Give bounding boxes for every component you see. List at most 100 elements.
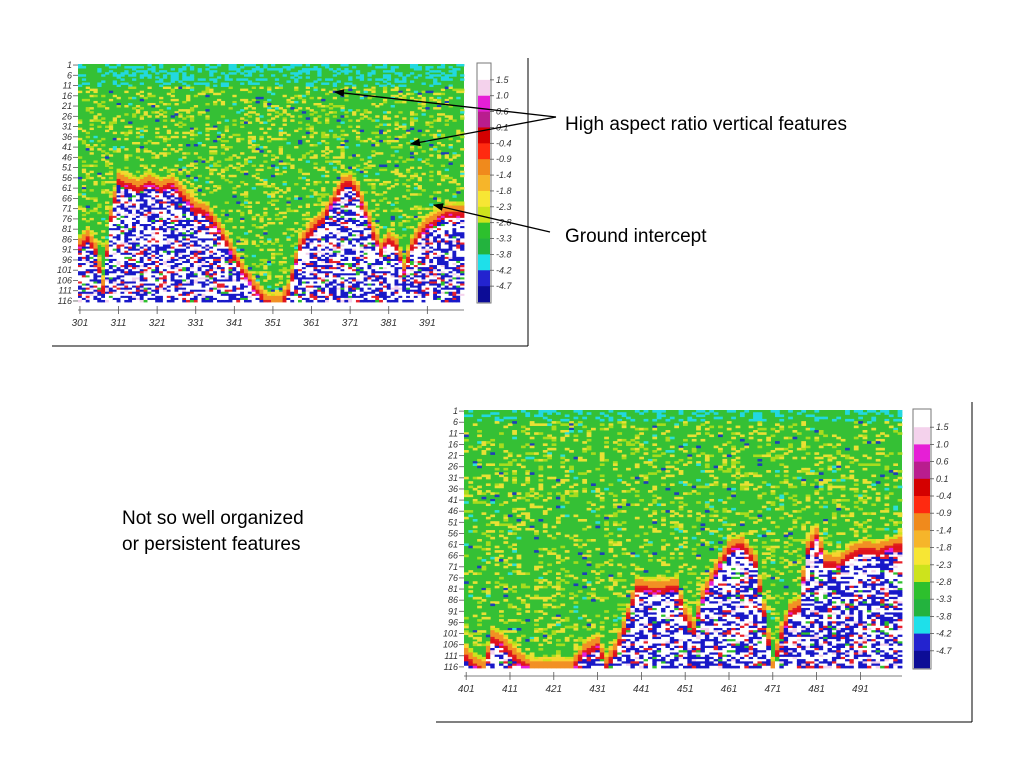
heatmap-cell xyxy=(332,293,338,297)
heatmap-cell xyxy=(205,248,210,252)
heatmap-cell xyxy=(240,265,245,268)
heatmap-cell xyxy=(193,275,199,278)
heatmap-cell xyxy=(317,217,322,221)
heatmap-cell xyxy=(355,164,361,167)
heatmap-cell xyxy=(135,109,141,112)
heatmap-cell xyxy=(159,96,164,100)
heatmap-cell xyxy=(186,174,191,178)
heatmap-cell xyxy=(162,82,168,85)
heatmap-cell xyxy=(259,164,264,167)
heatmap-cell xyxy=(174,185,179,188)
heatmap-cell xyxy=(305,238,310,241)
heatmap-cell xyxy=(189,109,195,112)
heatmap-cell xyxy=(213,139,218,143)
heatmap-cell xyxy=(89,279,94,282)
heatmap-cell xyxy=(301,263,307,266)
heatmap-cell xyxy=(178,242,183,245)
heatmap-cell xyxy=(313,297,318,301)
heatmap-cell xyxy=(112,189,117,192)
heatmap-cell xyxy=(216,98,222,102)
heatmap-cell xyxy=(162,246,168,250)
heatmap-cell xyxy=(78,240,83,243)
heatmap-cell xyxy=(352,201,357,204)
heatmap-cell xyxy=(182,226,187,229)
heatmap-cell xyxy=(205,217,210,221)
heatmap-cell xyxy=(332,191,338,194)
heatmap-cell xyxy=(359,263,365,266)
heatmap-cell xyxy=(128,244,133,247)
heatmap-cell xyxy=(178,213,183,217)
heatmap-cell xyxy=(128,252,133,256)
heatmap-cell xyxy=(85,244,90,247)
heatmap-cell xyxy=(301,94,307,98)
heatmap-cell xyxy=(317,180,322,184)
heatmap-cell xyxy=(93,248,98,252)
heatmap-cell xyxy=(201,291,206,295)
heatmap-cell xyxy=(186,219,191,223)
heatmap-cell xyxy=(332,287,338,291)
heatmap-cell xyxy=(336,162,341,165)
heatmap-cell xyxy=(81,287,87,291)
heatmap-cell xyxy=(286,156,291,159)
heatmap-cell xyxy=(340,209,345,213)
heatmap-cell xyxy=(224,271,229,274)
heatmap-cell xyxy=(224,256,229,260)
heatmap-cell xyxy=(390,240,395,243)
heatmap-cell xyxy=(298,76,303,79)
heatmap-cell xyxy=(147,232,152,235)
heatmap-cell xyxy=(116,199,121,202)
heatmap-cell xyxy=(386,70,392,73)
heatmap-cell xyxy=(166,242,172,245)
heatmap-cell xyxy=(367,275,372,278)
heatmap-cell xyxy=(78,256,83,260)
heatmap-cell xyxy=(371,224,376,227)
heatmap-cell xyxy=(116,148,121,151)
heatmap-cell xyxy=(89,299,94,303)
heatmap-cell xyxy=(81,299,87,303)
heatmap-cell xyxy=(85,174,90,178)
heatmap-cell xyxy=(336,297,341,301)
heatmap-cell xyxy=(240,219,245,223)
heatmap-cell xyxy=(224,76,229,79)
heatmap-cell xyxy=(143,295,148,299)
heatmap-cell xyxy=(247,297,253,301)
heatmap-cell xyxy=(301,293,307,297)
heatmap-cell xyxy=(124,193,129,196)
heatmap-cell xyxy=(379,297,384,301)
heatmap-cell xyxy=(85,285,90,289)
heatmap-cell xyxy=(325,201,330,204)
heatmap-cell xyxy=(135,244,141,247)
heatmap-cell xyxy=(186,246,191,250)
heatmap-cell xyxy=(143,242,148,245)
heatmap-cell xyxy=(259,271,264,274)
heatmap-cell xyxy=(325,160,330,163)
heatmap-cell xyxy=(236,133,241,137)
heatmap-cell xyxy=(255,283,260,286)
heatmap-cell xyxy=(162,178,168,182)
heatmap-cell xyxy=(182,187,187,190)
heatmap-cell xyxy=(255,117,260,120)
heatmap-cell xyxy=(332,285,338,289)
heatmap-cell xyxy=(178,203,183,206)
heatmap-cell xyxy=(375,277,380,280)
heatmap-cell xyxy=(155,80,160,83)
heatmap-cell xyxy=(382,234,388,237)
heatmap-cell xyxy=(128,180,133,184)
heatmap-cell xyxy=(93,283,98,286)
heatmap-cell xyxy=(247,289,253,293)
heatmap-cell xyxy=(328,232,334,235)
heatmap-cell xyxy=(189,269,195,272)
heatmap-cell xyxy=(216,236,222,239)
heatmap-cell xyxy=(251,291,256,295)
heatmap-cell xyxy=(340,228,345,231)
heatmap-cell xyxy=(189,291,195,295)
heatmap-cell xyxy=(128,215,133,219)
heatmap-cell xyxy=(382,123,388,126)
heatmap-cell xyxy=(120,277,125,280)
heatmap-cell xyxy=(189,226,195,229)
heatmap-cell xyxy=(243,195,249,198)
heatmap-cell xyxy=(89,236,94,239)
heatmap-cell xyxy=(182,240,187,243)
heatmap-cell xyxy=(178,234,183,237)
heatmap-cell xyxy=(301,289,307,293)
